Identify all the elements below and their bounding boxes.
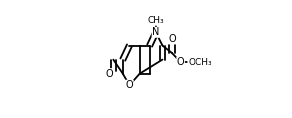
Text: O: O [126,80,133,90]
Text: CH₃: CH₃ [147,16,164,25]
Text: O: O [177,57,185,67]
Text: OCH₃: OCH₃ [188,58,212,67]
Text: O: O [168,34,176,44]
Text: N: N [152,27,159,37]
Text: O: O [106,69,113,79]
